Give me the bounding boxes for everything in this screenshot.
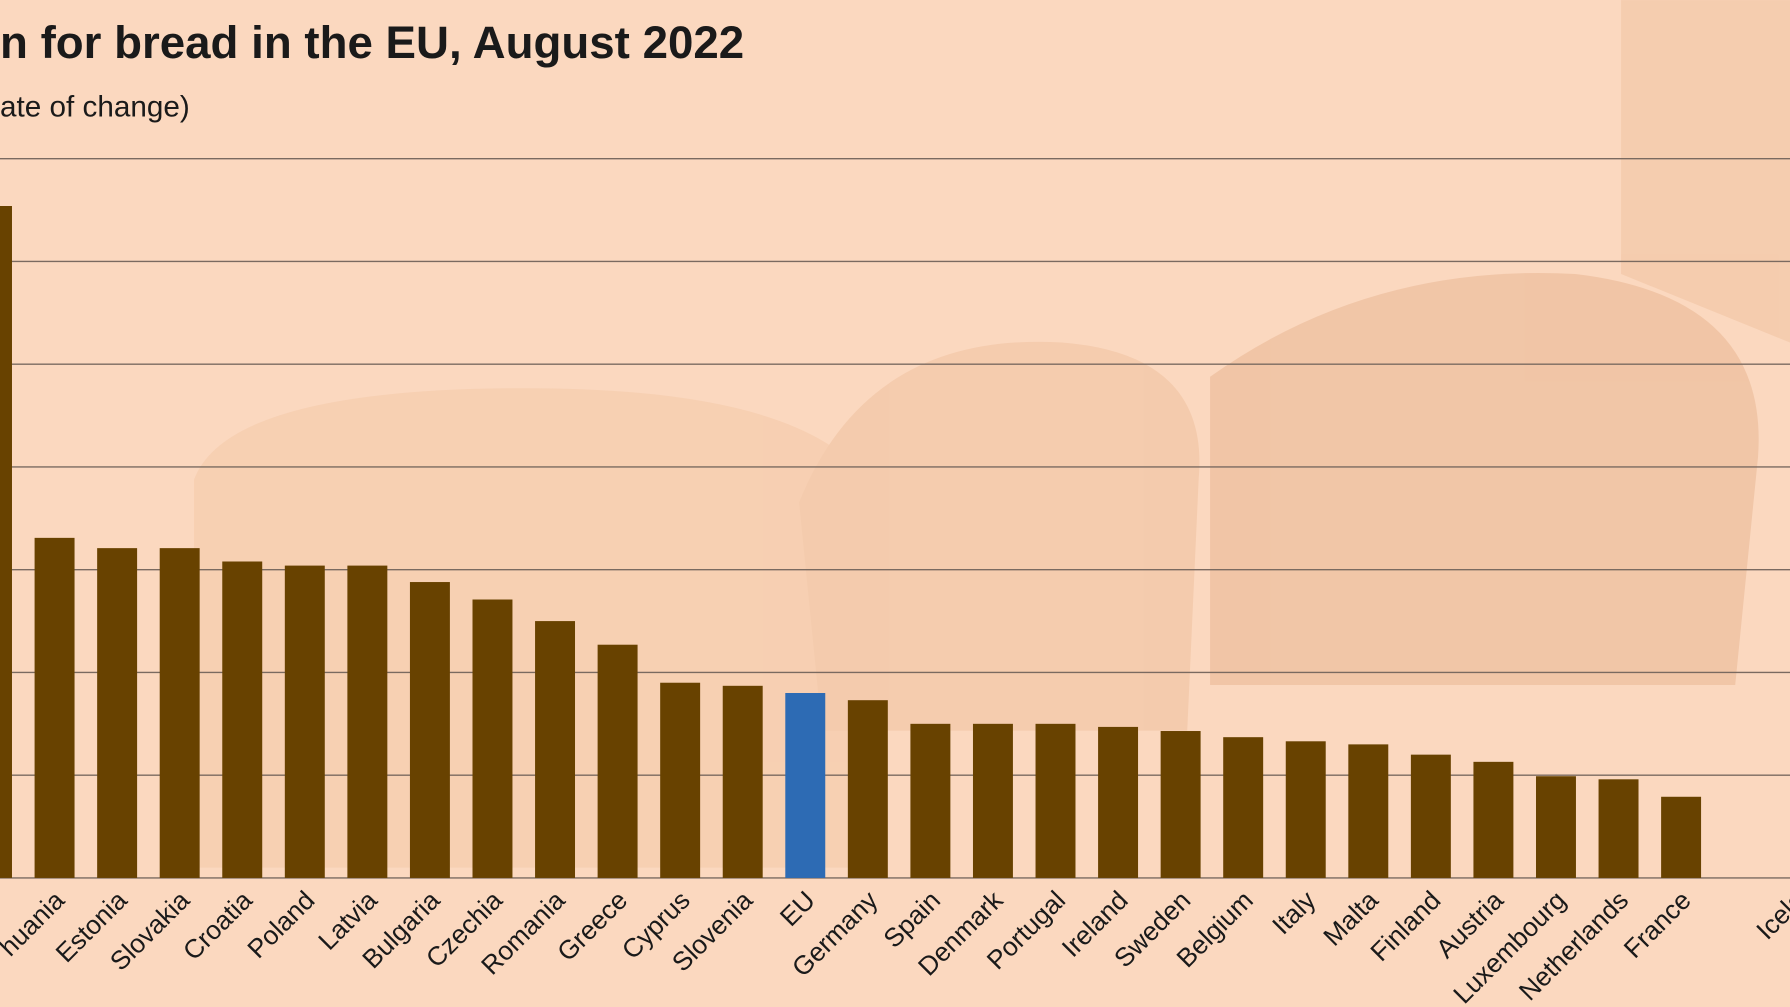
bar <box>847 700 888 878</box>
bar <box>347 565 388 878</box>
bar <box>722 685 763 878</box>
bar <box>284 565 325 878</box>
bar <box>0 206 12 878</box>
x-tick-label: Poland <box>241 885 320 964</box>
bar <box>97 548 138 878</box>
x-tick-label: Icela <box>1750 885 1790 946</box>
x-tick-label: Greece <box>551 885 633 967</box>
bar <box>1223 737 1264 878</box>
bar <box>1473 761 1514 878</box>
bar <box>34 537 75 878</box>
bar <box>660 682 701 878</box>
bar <box>535 621 576 878</box>
bar <box>1598 779 1639 878</box>
x-tick-label: Italy <box>1266 884 1322 940</box>
bar <box>1035 723 1076 878</box>
bar <box>972 723 1013 878</box>
x-tick-label: Croatia <box>177 885 258 966</box>
x-tick-label: France <box>1618 885 1697 964</box>
bar <box>597 644 638 878</box>
bar <box>1098 726 1139 878</box>
bar <box>1160 731 1201 878</box>
bar <box>409 582 450 878</box>
chart-title: n for bread in the EU, August 2022 <box>0 17 744 68</box>
x-tick-label: EU <box>774 885 821 932</box>
bar <box>222 561 263 878</box>
bar <box>910 723 951 878</box>
bar <box>1285 741 1326 878</box>
bar <box>1348 744 1389 878</box>
bar <box>1410 754 1451 878</box>
bar <box>472 599 513 878</box>
bar <box>159 548 200 878</box>
chart-subtitle: ate of change) <box>0 90 190 123</box>
bar <box>1661 796 1702 878</box>
bar <box>1535 776 1576 878</box>
bar <box>785 693 826 878</box>
x-tick-label: Finland <box>1364 885 1446 967</box>
